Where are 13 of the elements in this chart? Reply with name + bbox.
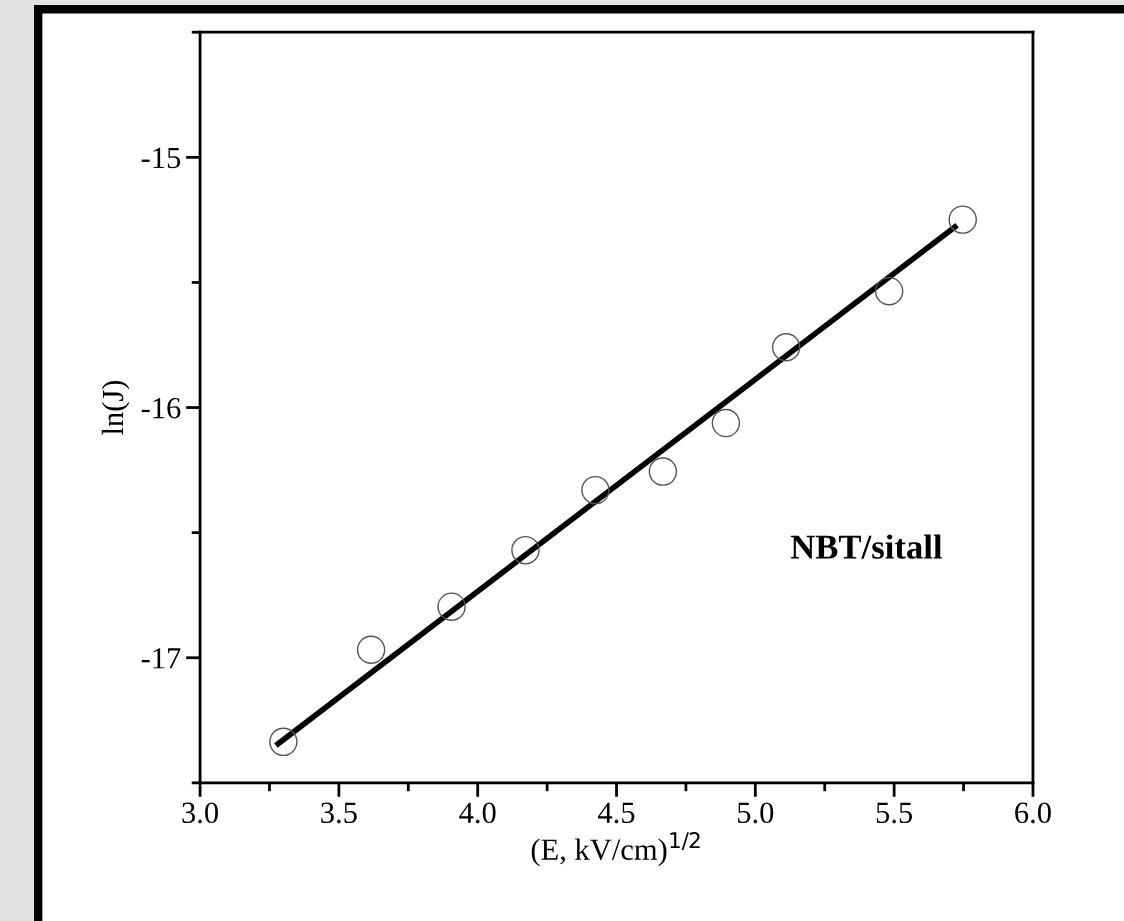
x-tick-label: 4.0: [459, 802, 496, 824]
x-tick-label: 3.5: [321, 802, 357, 824]
x-tick-label: 4.5: [598, 802, 635, 824]
y-tick-label: -16: [141, 397, 181, 419]
y-tick-label: -15: [141, 147, 181, 169]
y-tick-label: -17: [141, 648, 181, 669]
x-tick-label: 5.5: [876, 802, 913, 824]
annotation: NBT/sitall: [790, 534, 942, 559]
x-tick-label: 6.0: [1015, 802, 1051, 824]
x-axis-title: (E, kV/cm)$^{1/2}$: [531, 832, 700, 867]
y-axis-title: ln(J): [101, 380, 130, 435]
x-tick-label: 5.0: [738, 802, 774, 824]
x-tick-label: 3.0: [182, 802, 218, 824]
